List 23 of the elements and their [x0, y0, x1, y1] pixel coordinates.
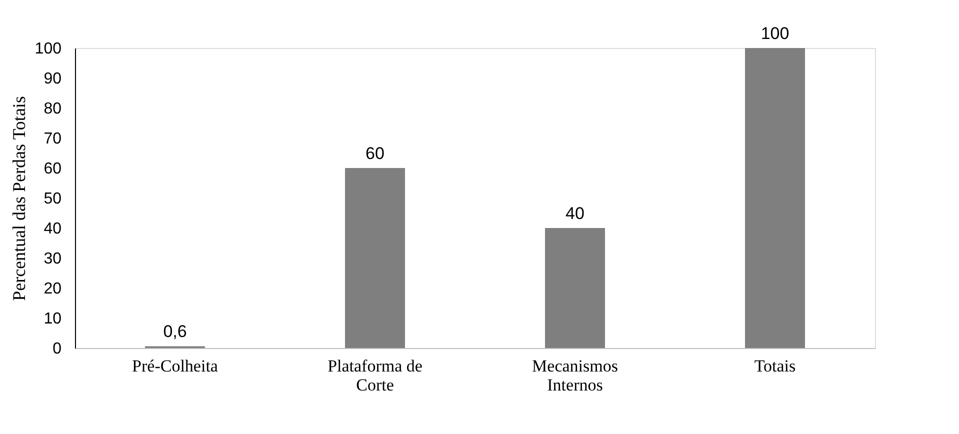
bar [545, 228, 605, 348]
y-tick-label: 90 [44, 70, 62, 88]
y-tick-label: 10 [44, 310, 62, 328]
y-tick-label: 100 [34, 40, 62, 58]
data-label: 100 [760, 24, 790, 43]
y-tick-label: 30 [44, 250, 62, 268]
y-tick-label: 60 [44, 160, 62, 178]
y-tick-label: 40 [44, 220, 62, 238]
y-tick-label: 50 [44, 190, 62, 208]
x-tick-label: Pré-Colheita [132, 356, 218, 376]
bar [745, 48, 805, 348]
y-tick-label: 0 [52, 340, 62, 358]
y-tick-label: 80 [44, 100, 62, 118]
y-tick-label: 70 [44, 130, 62, 148]
x-tick-label: Totais [754, 356, 796, 376]
data-label: 40 [566, 204, 584, 223]
x-tick-label: Mecanismos Internos [532, 356, 618, 394]
y-axis-title: Percentual das Perdas Totais [8, 96, 29, 301]
y-tick-label: 20 [44, 280, 62, 298]
data-label: 60 [366, 144, 384, 163]
x-tick-label: Plataforma de Corte [328, 356, 422, 394]
bar [345, 168, 405, 348]
data-label: 0,6 [163, 322, 187, 342]
